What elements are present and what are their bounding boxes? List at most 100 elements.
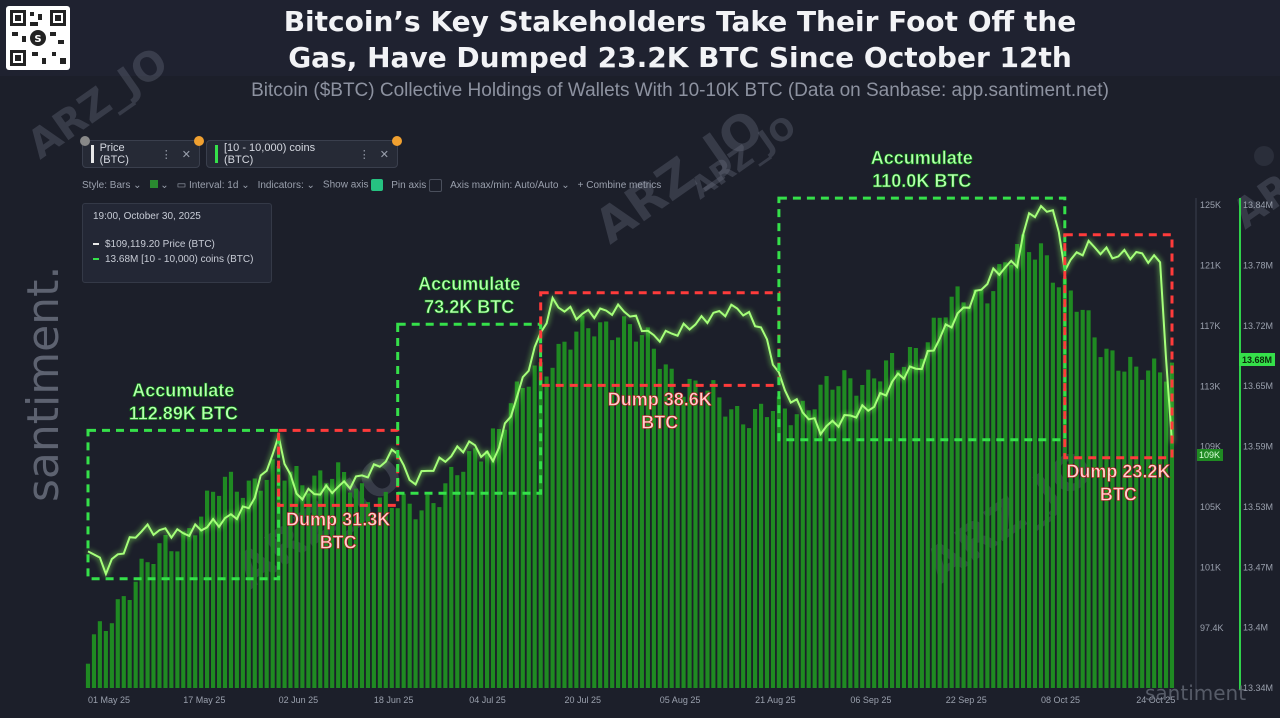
settings-toggle-icon[interactable]	[1254, 146, 1274, 166]
holdings-bar	[246, 480, 251, 688]
tooltip-price: $109,119.20 Price (BTC)	[93, 239, 215, 250]
holdings-bar	[455, 475, 460, 688]
qr-code: S	[6, 6, 70, 70]
holdings-bar	[85, 663, 91, 688]
x-tick-label: 21 Aug 25	[755, 695, 796, 705]
holdings-bar	[1134, 366, 1139, 688]
price-tick-label: 113K	[1200, 381, 1220, 391]
holdings-bar	[479, 461, 484, 688]
holdings-bar	[735, 406, 740, 688]
holdings-bar	[353, 488, 359, 688]
metric-chip-price[interactable]: Price (BTC) ⋮ ✕	[82, 136, 204, 168]
holdings-bar	[866, 369, 871, 688]
color-select[interactable]: ⌄	[149, 179, 169, 191]
holdings-bar	[1164, 381, 1169, 688]
holdings-bar	[580, 315, 585, 688]
holdings-bar	[1128, 356, 1133, 688]
santiment-bottom-logo: santiment	[1145, 681, 1246, 705]
price-tick-label: 117K	[1200, 321, 1220, 331]
current-price-label: 109K	[1199, 450, 1220, 460]
holdings-bar	[854, 395, 859, 688]
holdings-bar	[645, 327, 650, 688]
holdings-bar	[324, 483, 329, 688]
holdings-bar	[663, 364, 668, 688]
holdings-bar	[979, 290, 984, 688]
combine-metrics-button[interactable]: + Combine metrics	[577, 179, 662, 191]
checkbox-icon	[429, 178, 443, 192]
x-tick-label: 18 Jun 25	[374, 695, 414, 705]
indicators-select[interactable]: Indicators: ⌄	[257, 179, 315, 191]
style-select[interactable]: Style: Bars ⌄	[82, 179, 142, 191]
holdings-bar	[562, 341, 567, 688]
holdings-bar	[985, 303, 990, 688]
holdings-bar	[1021, 234, 1026, 688]
show-axis-toggle[interactable]: Show axis	[323, 179, 384, 191]
holdings-bar	[389, 507, 394, 688]
holdings-bar	[967, 306, 972, 688]
holdings-bar	[240, 497, 245, 688]
holdings-bar	[395, 508, 400, 688]
holdings-tick-label: 13.78M	[1243, 260, 1273, 270]
holdings-bar	[872, 378, 877, 688]
annotation-label: Dump 31.3K	[286, 509, 390, 529]
holdings-bar	[449, 466, 454, 688]
holdings-bar	[407, 503, 412, 688]
chart-toolbar: Style: Bars ⌄ ⌄ ▭ Interval: 1d ⌄ Indicat…	[82, 178, 661, 192]
holdings-bar	[830, 389, 835, 688]
x-tick-label: 06 Sep 25	[850, 695, 891, 705]
holdings-bar	[586, 328, 591, 688]
metric-chip-holdings[interactable]: [10 - 10,000) coins (BTC) ⋮ ✕	[206, 136, 402, 168]
holdings-bar	[848, 378, 853, 688]
pin-axis-toggle[interactable]: Pin axis	[391, 178, 443, 192]
holdings-bar	[759, 403, 764, 688]
holdings-bar	[252, 478, 257, 688]
more-icon[interactable]: ⋮	[160, 148, 172, 161]
annotation-label: Accumulate	[132, 380, 234, 400]
holdings-bar	[699, 396, 704, 688]
holdings-bar	[812, 409, 817, 688]
annotation-label: Dump 38.6K	[608, 389, 712, 409]
holdings-tick-label: 13.65M	[1243, 381, 1273, 391]
holdings-bar	[949, 296, 954, 688]
price-line	[87, 204, 1173, 577]
annotation-label: 112.89K BTC	[129, 403, 238, 423]
close-icon[interactable]: ✕	[181, 148, 191, 161]
holdings-bar	[151, 564, 156, 688]
holdings-bar	[961, 302, 966, 688]
holdings-bar	[401, 493, 406, 688]
holdings-bar	[878, 381, 883, 688]
holdings-bar	[651, 348, 656, 688]
page-subtitle: Bitcoin ($BTC) Collective Holdings of Wa…	[251, 80, 1109, 101]
holdings-bar	[550, 367, 555, 688]
close-icon[interactable]: ✕	[379, 148, 389, 161]
current-holdings-badge	[1239, 353, 1275, 366]
holdings-bar	[955, 286, 960, 688]
holdings-bar	[1098, 357, 1103, 688]
holdings-bar	[342, 472, 347, 688]
holdings-bar	[419, 510, 424, 688]
pro-badge-icon	[194, 136, 204, 146]
more-icon[interactable]: ⋮	[358, 148, 370, 161]
holdings-tick-label: 13.47M	[1243, 562, 1273, 572]
holdings-bar	[884, 360, 889, 688]
holdings-bar	[205, 490, 210, 688]
holdings-bar	[377, 497, 382, 688]
metric-color-bar	[215, 145, 218, 163]
holdings-bar	[657, 368, 662, 688]
holdings-bar	[300, 485, 305, 688]
holdings-bar	[574, 331, 579, 688]
holdings-bar	[806, 410, 811, 688]
holdings-bar	[675, 393, 680, 688]
holdings-bar	[890, 353, 895, 688]
price-tick-label: 97.4K	[1200, 623, 1224, 633]
holdings-bar	[991, 291, 996, 688]
holdings-bar	[729, 409, 734, 688]
price-axis: 125K 121K 117K 113K 109K 105K 101K 97.4K 109K	[1197, 200, 1224, 633]
axis-minmax-select[interactable]: Axis max/min: Auto/Auto ⌄	[450, 179, 570, 191]
holdings-bar	[1027, 252, 1032, 688]
holdings-bar	[467, 451, 472, 688]
interval-select[interactable]: ▭ Interval: 1d ⌄	[176, 179, 250, 191]
holdings-bar	[818, 384, 823, 688]
holdings-bar	[627, 324, 633, 688]
holdings-bar	[931, 317, 936, 688]
